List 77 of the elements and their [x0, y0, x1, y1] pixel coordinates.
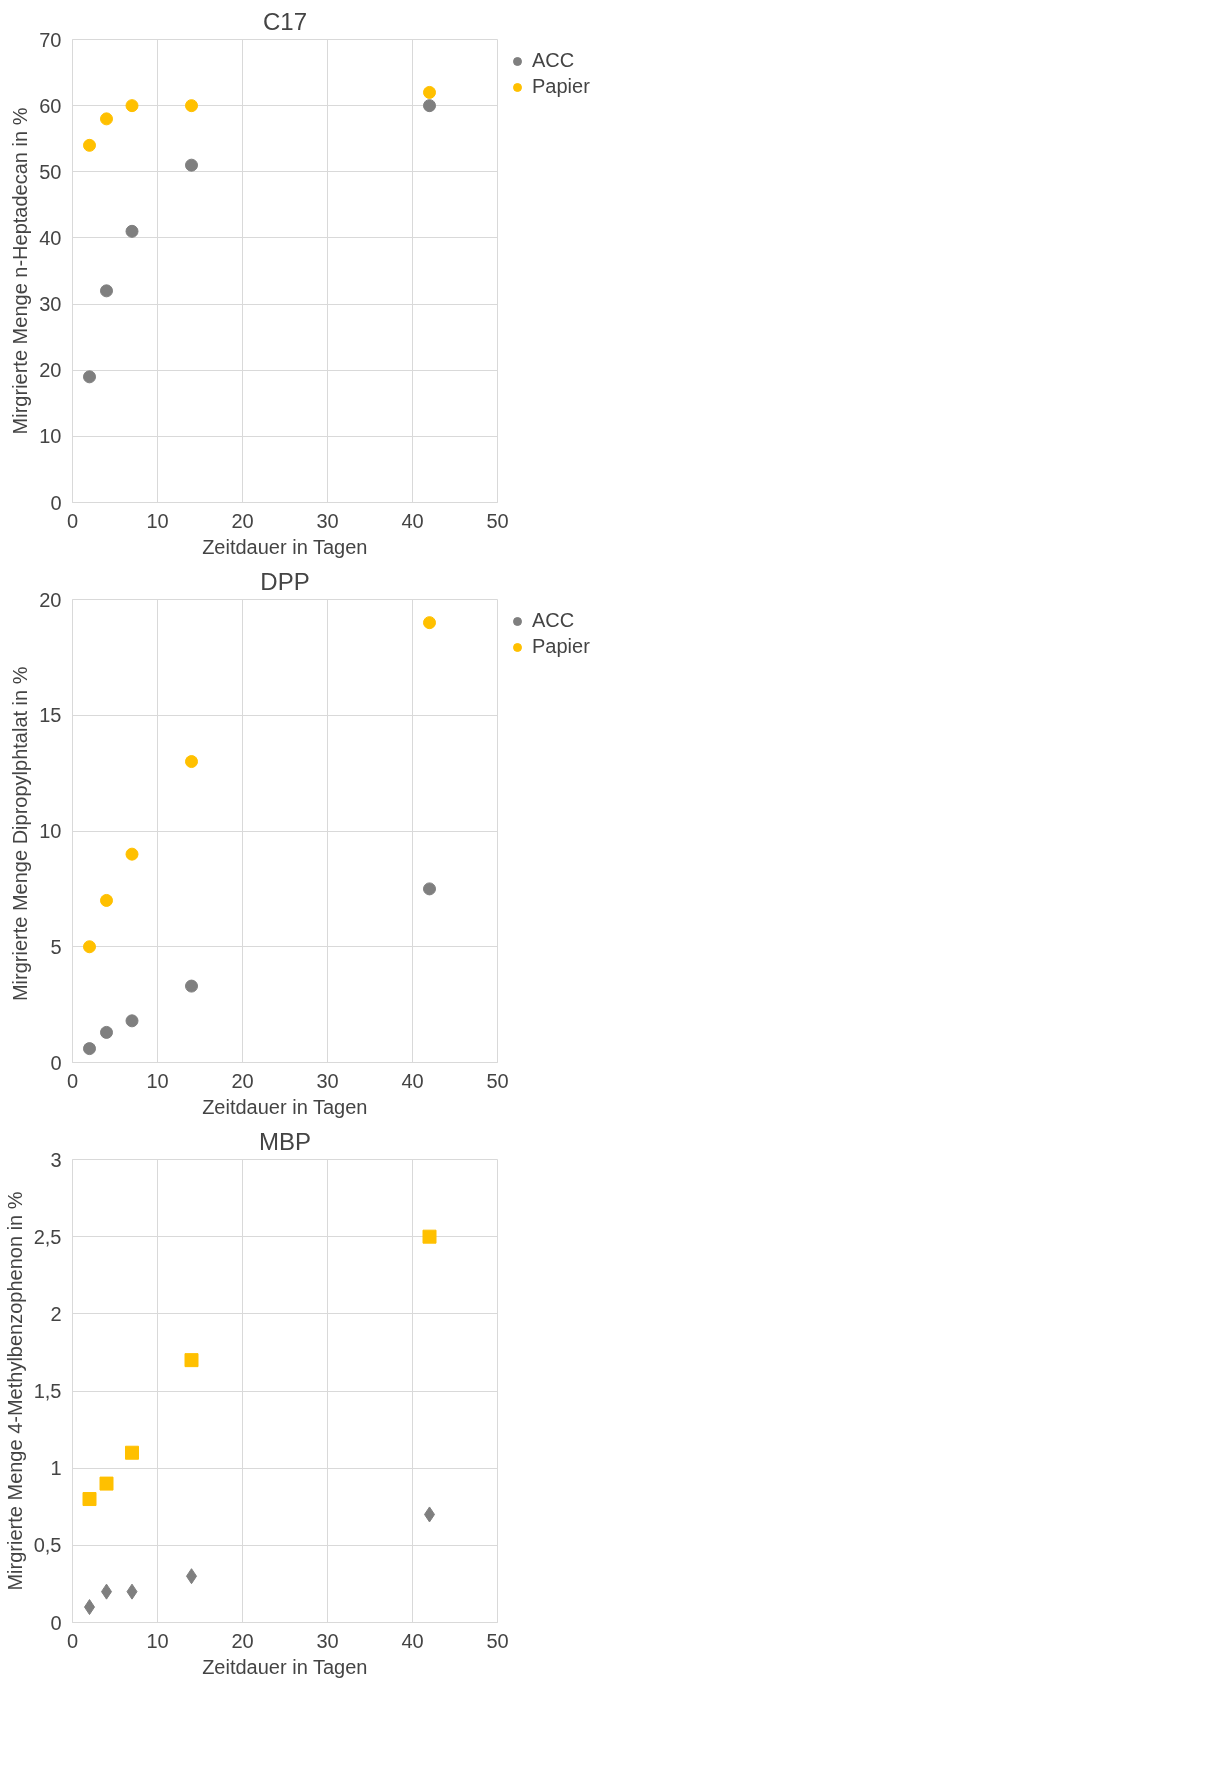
- point: [422, 1229, 437, 1244]
- point: [185, 755, 198, 769]
- legend-label: ACC: [532, 609, 575, 632]
- y-tick-label: 0,5: [33, 1534, 62, 1557]
- point: [82, 1492, 97, 1507]
- x-tick-label: 40: [401, 509, 424, 532]
- y-tick-label: 70: [39, 28, 62, 51]
- y-tick-label: 5: [50, 935, 62, 958]
- y-tick-label: 1,5: [33, 1380, 62, 1402]
- point: [83, 370, 96, 384]
- legend-label: ACC: [532, 49, 575, 72]
- point: [125, 224, 139, 238]
- x-tick-label: 50: [486, 1629, 509, 1652]
- point: [184, 1353, 199, 1368]
- point: [423, 616, 436, 630]
- point: [126, 1583, 138, 1600]
- y-tick-label: 0: [50, 491, 62, 514]
- y-tick-label: 30: [39, 293, 62, 316]
- point: [423, 99, 436, 113]
- x-tick-label: 50: [486, 509, 509, 532]
- chart-title: DPP: [260, 567, 310, 595]
- chart-title: C17: [262, 7, 308, 35]
- point: [83, 1042, 96, 1056]
- point: [100, 112, 113, 126]
- legend-label: Papier: [532, 75, 590, 98]
- x-tick-label: 20: [231, 1069, 254, 1092]
- y-tick-label: 1: [50, 1457, 62, 1480]
- y-axis-title: Mirgrierte Menge Dipropylphtalat in %: [9, 666, 32, 1002]
- x-tick-label: 30: [316, 509, 339, 532]
- y-tick-label: 10: [39, 425, 62, 448]
- point: [185, 158, 198, 172]
- x-axis-title: Zeitdauer in Tagen: [202, 1655, 368, 1678]
- y-tick-label: 15: [39, 704, 62, 727]
- point: [125, 847, 139, 861]
- chart-title: MBP: [259, 1127, 312, 1155]
- point: [125, 1445, 139, 1460]
- x-tick-label: 50: [486, 1069, 509, 1092]
- point: [185, 99, 198, 113]
- x-tick-label: 10: [146, 1069, 169, 1092]
- x-tick-label: 10: [146, 509, 169, 532]
- point: [423, 85, 436, 99]
- x-tick-label: 20: [231, 509, 254, 532]
- x-axis-title: Zeitdauer in Tagen: [202, 535, 368, 558]
- y-axis-title: Mirgrierte Menge 4-Methylbenzophenon in %: [3, 1191, 26, 1591]
- y-tick-label: 3: [50, 1148, 62, 1171]
- y-axis-title: Mirgrierte Menge n-Heptadecan in %: [9, 107, 32, 435]
- x-tick-label: 0: [66, 1069, 79, 1092]
- point: [125, 1014, 139, 1028]
- y-tick-label: 40: [39, 226, 62, 249]
- x-tick-label: 30: [316, 1629, 339, 1652]
- x-tick-label: 30: [316, 1069, 339, 1092]
- y-tick-label: 20: [39, 359, 62, 382]
- y-tick-label: 0: [50, 1611, 62, 1634]
- y-tick-label: 10: [39, 820, 62, 842]
- point: [100, 284, 113, 298]
- x-tick-label: 0: [66, 509, 79, 532]
- point: [99, 1476, 114, 1491]
- x-tick-label: 0: [66, 1629, 79, 1652]
- point: [423, 882, 436, 896]
- y-tick-label: 2: [50, 1302, 62, 1325]
- y-tick-label: 50: [39, 160, 62, 183]
- point: [125, 99, 139, 113]
- x-tick-label: 40: [401, 1629, 424, 1652]
- x-tick-label: 40: [401, 1069, 424, 1092]
- y-tick-label: 60: [39, 94, 62, 117]
- point: [185, 979, 198, 993]
- y-tick-label: 20: [39, 588, 62, 611]
- point: [83, 138, 96, 152]
- point: [100, 893, 113, 907]
- legend-label: Papier: [532, 635, 590, 658]
- x-tick-label: 20: [231, 1629, 254, 1652]
- point: [83, 940, 96, 954]
- x-tick-label: 10: [146, 1629, 169, 1652]
- y-tick-label: 2,5: [33, 1225, 62, 1248]
- y-tick-label: 0: [50, 1051, 62, 1074]
- x-axis-title: Zeitdauer in Tagen: [202, 1095, 368, 1118]
- point: [100, 1025, 113, 1039]
